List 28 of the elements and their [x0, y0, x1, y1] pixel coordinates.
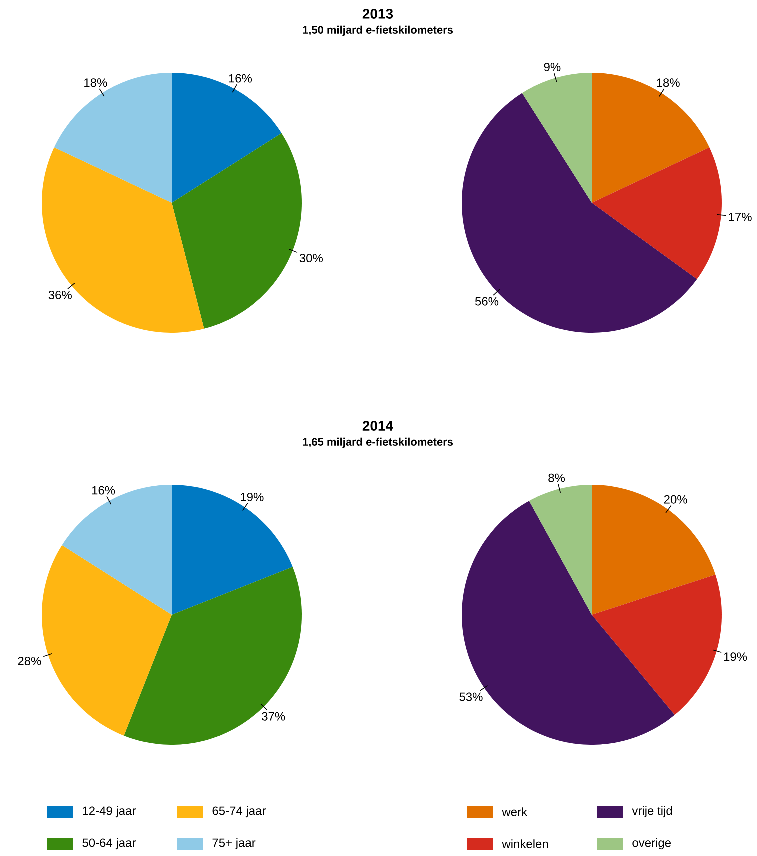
data-label: 36% [48, 290, 72, 300]
data-label: 17% [729, 212, 752, 222]
data-label: 28% [18, 656, 42, 666]
data-label: 53% [460, 692, 483, 702]
data-label: 56% [475, 297, 499, 306]
legend-label: 12-49 jaar [83, 806, 136, 818]
data-label: 18% [84, 78, 108, 88]
data-label: 19% [724, 652, 748, 662]
data-label: 19% [241, 492, 264, 502]
text: 2013 [362, 9, 394, 19]
text: 2014 [362, 421, 394, 431]
legend-label: winkelen [502, 840, 548, 848]
data-label: 16% [92, 486, 116, 495]
legend-label: overige [632, 838, 672, 850]
legend-label: vrije tijd [632, 806, 672, 818]
data-label: 18% [657, 78, 680, 88]
legend-label: 75+ jaar [212, 838, 256, 850]
legend-label: 65-74 jaar [212, 806, 266, 818]
data-label: 37% [262, 712, 286, 721]
data-label: 8% [548, 474, 566, 482]
data-label: 20% [664, 495, 688, 504]
text: 1,65 miljard e-fietskilometers [303, 438, 454, 448]
legend-label: werk [502, 808, 528, 816]
legend-label: 50-64 jaar [82, 838, 136, 850]
data-label: 16% [229, 74, 252, 83]
data-label: 9% [544, 62, 561, 72]
text: 1,50 miljard e-fietskilometers [303, 26, 454, 36]
data-label: 30% [300, 254, 323, 263]
